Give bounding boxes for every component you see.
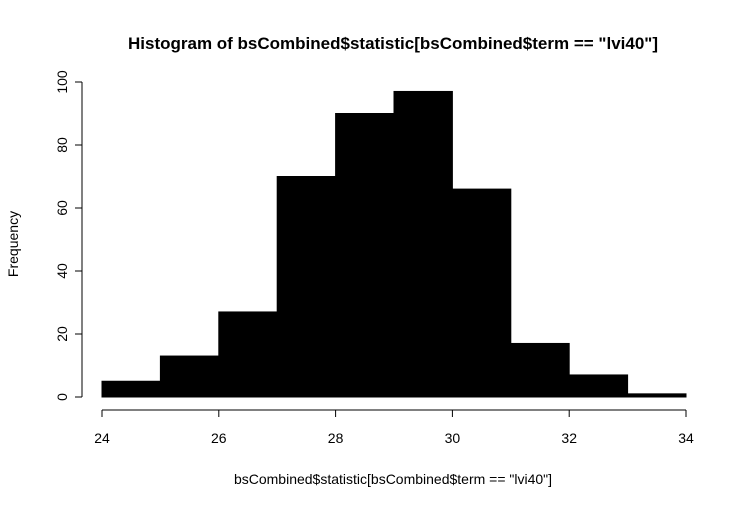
x-tick-label: 28 (328, 430, 344, 446)
y-tick-label: 0 (54, 393, 70, 401)
x-tick-label: 34 (678, 430, 694, 446)
x-axis: 24 26 28 30 32 34 (94, 409, 694, 446)
x-tick-label: 30 (445, 430, 461, 446)
x-tick-label: 26 (211, 430, 227, 446)
y-tick-label: 60 (54, 200, 70, 216)
histogram-bar (451, 188, 512, 398)
y-tick-label: 80 (54, 137, 70, 153)
histogram-bar (335, 113, 395, 398)
chart-title: Histogram of bsCombined$statistic[bsComb… (128, 34, 658, 53)
y-axis-label: Frequency (5, 211, 21, 277)
histogram-bar (159, 355, 220, 398)
histogram-bar (218, 311, 278, 398)
y-tick-label: 20 (54, 326, 70, 342)
x-tick-label: 24 (94, 430, 110, 446)
x-tick-label: 32 (561, 430, 577, 446)
histogram-bar (568, 374, 629, 398)
y-tick-label: 40 (54, 263, 70, 279)
histogram-bar (393, 90, 453, 398)
histogram-bar (510, 342, 570, 398)
y-axis: 0 20 40 60 80 100 (54, 70, 83, 401)
y-tick-label: 100 (54, 70, 70, 94)
histogram-bar (276, 176, 337, 398)
bars-group (101, 90, 687, 398)
x-axis-label: bsCombined$statistic[bsCombined$term == … (234, 471, 552, 487)
histogram-bar (101, 380, 161, 398)
histogram-bar (627, 393, 687, 398)
